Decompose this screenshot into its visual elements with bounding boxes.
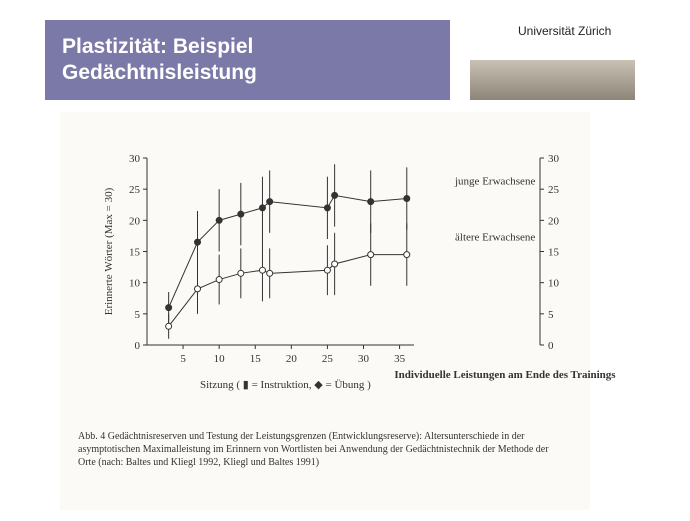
x-tick-label: 5 — [180, 353, 186, 365]
right-tick-label: 10 — [548, 278, 560, 290]
x-tick-label: 15 — [250, 353, 262, 365]
scanned-figure — [60, 112, 590, 510]
x-tick-label: 10 — [214, 353, 226, 365]
series-line — [168, 254, 407, 327]
point — [367, 251, 375, 259]
point — [331, 191, 339, 199]
right-tick-label: 5 — [548, 309, 554, 321]
point — [237, 269, 245, 277]
point — [258, 266, 266, 274]
point — [194, 285, 202, 293]
y-tick-label: 25 — [129, 184, 141, 196]
right-tick-label: 20 — [548, 215, 560, 227]
series-line — [168, 194, 407, 308]
slide-title: Plastizität: Beispiel Gedächtnisleistung — [62, 35, 257, 84]
point — [165, 304, 173, 312]
right-tick-label: 0 — [548, 340, 554, 352]
point — [165, 322, 173, 330]
y-tick-label: 30 — [129, 153, 141, 165]
point — [403, 195, 411, 203]
point — [323, 266, 331, 274]
x-tick-label: 35 — [394, 353, 406, 365]
university-name: Universität Zürich — [518, 24, 612, 38]
caption: Abb. 4 Gedächtnisreserven und Testung de… — [78, 431, 549, 468]
x-tick-label: 25 — [322, 353, 334, 365]
x-tick-label: 20 — [286, 353, 298, 365]
x-tick-label: 30 — [358, 353, 370, 365]
y-axis-label: Erinnerte Wörter (Max = 30) — [103, 187, 115, 315]
series-label: junge Erwachsene — [454, 176, 535, 188]
point — [215, 276, 223, 284]
side-label: Individuelle Leistungen am Ende des Trai… — [394, 369, 616, 381]
point — [323, 204, 331, 212]
point — [266, 198, 274, 206]
x-axis-label: Sitzung ( ▮ = Instruktion, ◆ = Übung ) — [200, 379, 371, 391]
point — [367, 198, 375, 206]
point — [403, 251, 411, 259]
point — [266, 269, 274, 277]
point — [215, 216, 223, 224]
logo-image — [470, 60, 635, 100]
y-tick-label: 5 — [135, 309, 141, 321]
point — [237, 210, 245, 218]
y-tick-label: 20 — [129, 215, 141, 227]
y-tick-label: 10 — [129, 278, 141, 290]
right-tick-label: 30 — [548, 153, 560, 165]
point — [194, 238, 202, 246]
point — [258, 204, 266, 212]
title-band — [45, 20, 450, 100]
point — [331, 260, 339, 268]
right-tick-label: 25 — [548, 184, 560, 196]
y-tick-label: 15 — [129, 247, 141, 259]
right-tick-label: 15 — [548, 247, 560, 259]
y-tick-label: 0 — [135, 340, 141, 352]
series-label: ältere Erwachsene — [455, 232, 535, 244]
